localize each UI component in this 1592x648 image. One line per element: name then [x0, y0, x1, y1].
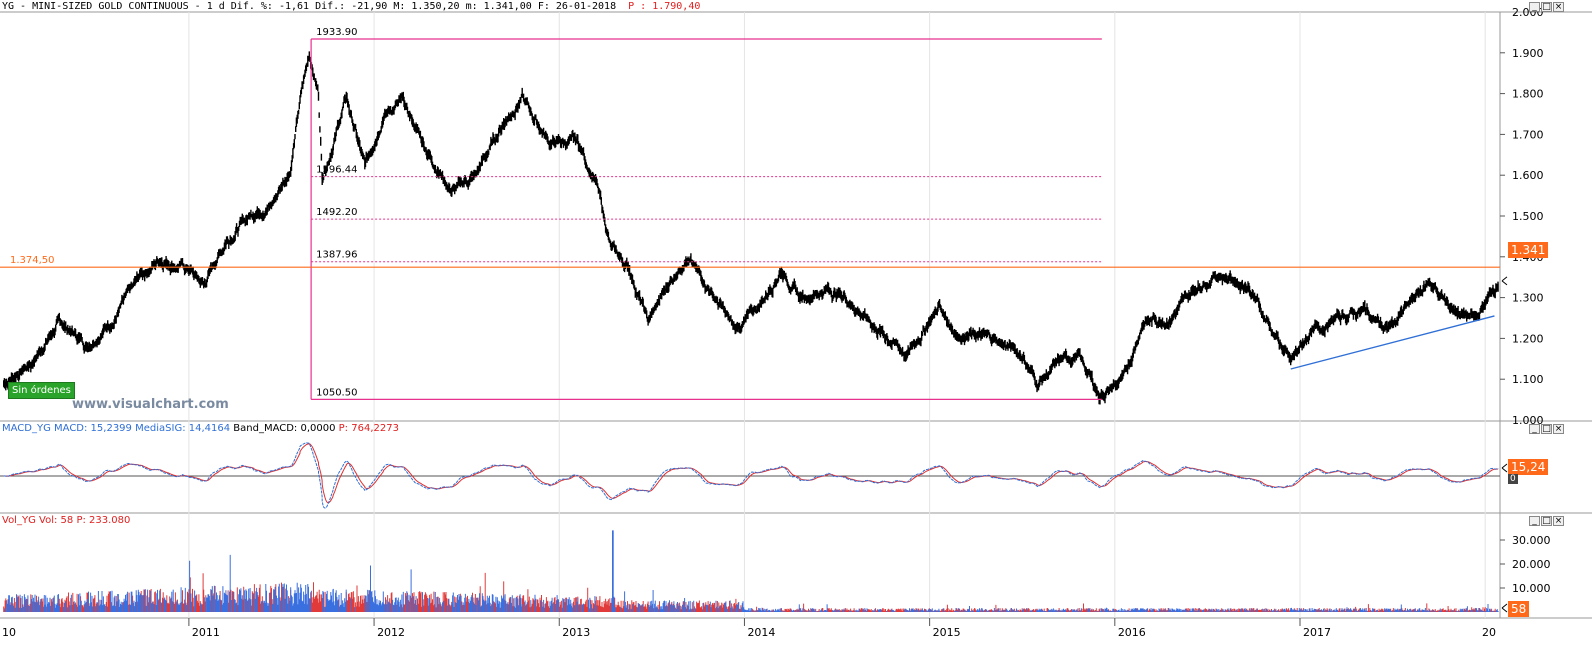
- macd-header: MACD_YG MACD: 15,2399 MediaSIG: 14,4164 …: [2, 423, 399, 434]
- last-price-flag: 1.341: [1508, 242, 1549, 258]
- y-tick-label: 1.500: [1512, 210, 1544, 223]
- x-tick-label: 2015: [933, 626, 961, 639]
- fib-level-label: 1492.20: [316, 207, 357, 218]
- vol-bars-up: [3, 530, 1499, 612]
- vol-last-flag: 58: [1508, 601, 1530, 617]
- horizontal-line-label: 1.374,50: [10, 255, 55, 266]
- p-value: P : 1.790,40: [628, 1, 701, 12]
- minimize-button[interactable]: _: [1529, 516, 1540, 526]
- macd-line: [3, 442, 1499, 509]
- fib-level-label: 1933.90: [316, 27, 357, 38]
- fib-level-label: 1050.50: [316, 387, 357, 398]
- close-button[interactable]: ×: [1553, 516, 1564, 526]
- y-tick-label: 1.200: [1512, 332, 1544, 345]
- y-tick-label: 1.700: [1512, 128, 1544, 141]
- vol-header: Vol_YG Vol: 58 P: 233.080: [2, 515, 130, 526]
- maximize-button[interactable]: □: [1541, 2, 1552, 12]
- vol-y-tick-label: 20.000: [1512, 558, 1551, 571]
- macd-last-flag: 15,24: [1508, 459, 1549, 475]
- macd-name: MACD_YG: [2, 423, 51, 434]
- minimize-button[interactable]: _: [1529, 424, 1540, 434]
- macd-p: P: 764,2273: [338, 423, 399, 434]
- watermark: www.visualchart.com: [72, 397, 229, 412]
- x-tick-label: 2014: [747, 626, 775, 639]
- y-tick-label: 1.000: [1512, 414, 1544, 427]
- y-tick-label: 1.600: [1512, 169, 1544, 182]
- y-tick-label: 1.800: [1512, 88, 1544, 101]
- x-tick-label: 2012: [377, 626, 405, 639]
- x-tick-label: 2017: [1303, 626, 1331, 639]
- price-bars: [3, 51, 1499, 405]
- macd-signal: MediaSIG: 14,4164: [135, 423, 231, 434]
- y-tick-label: 1.100: [1512, 373, 1544, 386]
- macd-value: MACD: 15,2399: [54, 423, 132, 434]
- macd-band: Band_MACD: 0,0000: [233, 423, 336, 434]
- fib-level-label: 1387.96: [316, 250, 357, 261]
- x-tick-label: 2013: [562, 626, 590, 639]
- macd-zero-flag: 0: [1508, 474, 1518, 484]
- vol-y-tick-label: 30.000: [1512, 534, 1551, 547]
- x-tick-label: 2011: [192, 626, 220, 639]
- fib-level-label: 1596.44: [316, 165, 357, 176]
- y-tick-label: 1.900: [1512, 47, 1544, 60]
- vol-window-buttons: _ □ ×: [1529, 516, 1564, 526]
- macd-window-buttons: _ □ ×: [1529, 424, 1564, 434]
- vol-p: P: 233.080: [76, 515, 131, 526]
- main-window-buttons: _ □ ×: [1529, 2, 1564, 12]
- vol-y-tick-label: 10.000: [1512, 582, 1551, 595]
- vol-bars-down: [3, 572, 1499, 612]
- maximize-button[interactable]: □: [1541, 424, 1552, 434]
- close-button[interactable]: ×: [1553, 424, 1564, 434]
- x-tick-label: 10: [2, 626, 16, 639]
- maximize-button[interactable]: □: [1541, 516, 1552, 526]
- last-price-arrow: [1501, 276, 1508, 286]
- y-tick-label: 1.300: [1512, 292, 1544, 305]
- close-button[interactable]: ×: [1553, 2, 1564, 12]
- vol-last-arrow: [1501, 603, 1508, 613]
- orders-status-badge[interactable]: Sin órdenes: [8, 382, 75, 399]
- trendline: [1290, 315, 1495, 370]
- x-tick-label: 2016: [1118, 626, 1146, 639]
- vol-name: Vol_YG: [2, 515, 36, 526]
- minimize-button[interactable]: _: [1529, 2, 1540, 12]
- x-tick-label: 20: [1482, 626, 1496, 639]
- symbol-info: YG - MINI-SIZED GOLD CONTINUOUS - 1 d Di…: [2, 1, 617, 12]
- macd-last-arrow: [1501, 463, 1508, 473]
- macd-signal-line: [3, 443, 1499, 504]
- vol-value: Vol: 58: [39, 515, 74, 526]
- chart-header: YG - MINI-SIZED GOLD CONTINUOUS - 1 d Di…: [2, 1, 700, 12]
